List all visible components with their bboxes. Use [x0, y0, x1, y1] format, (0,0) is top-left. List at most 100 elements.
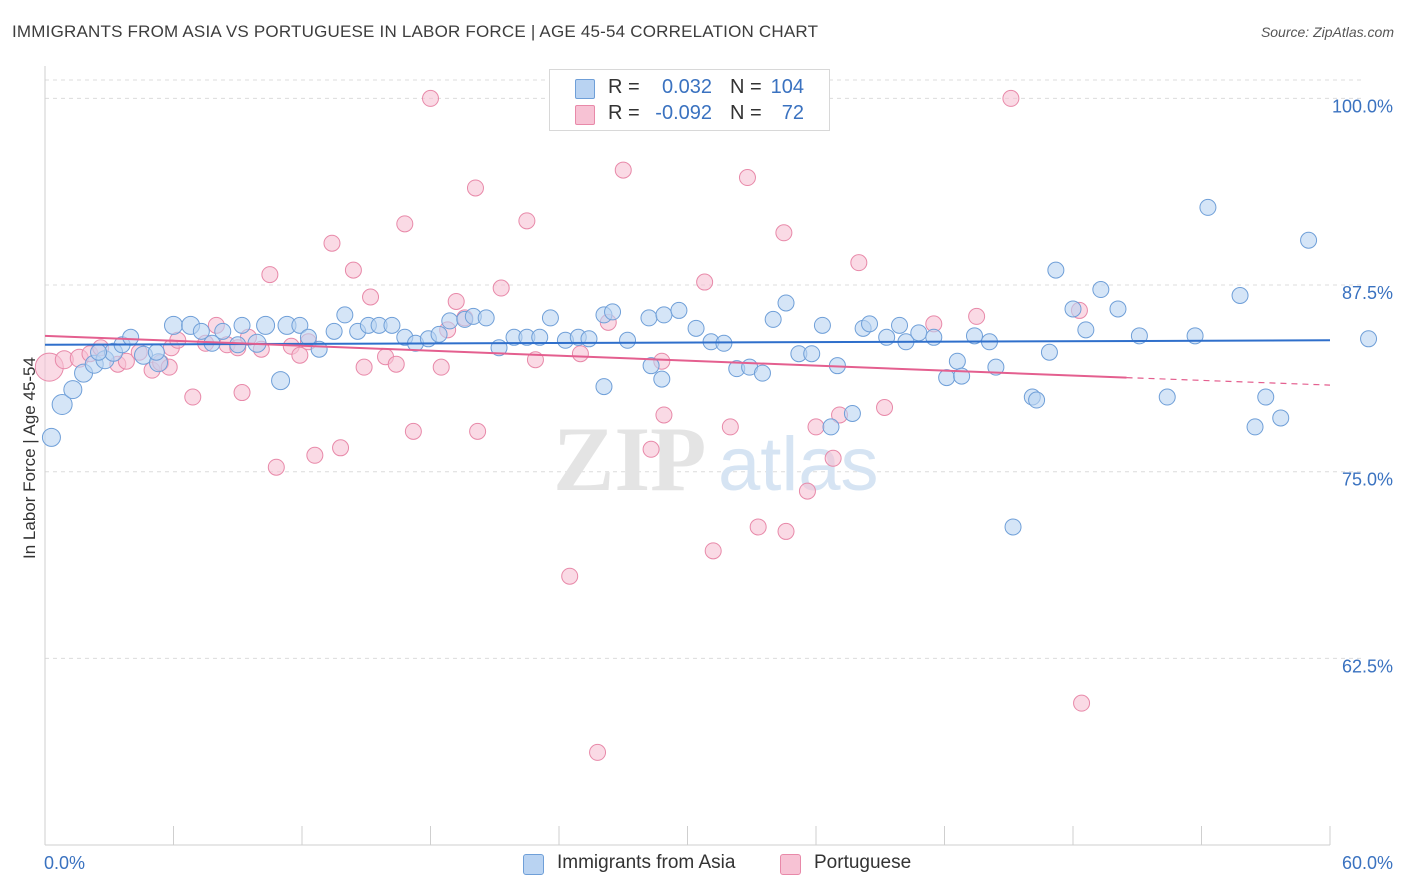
portuguese-point — [1073, 694, 1091, 712]
portuguese-point — [798, 482, 816, 500]
asia-point — [948, 352, 966, 370]
portuguese-point — [117, 352, 135, 370]
asia-point — [541, 309, 559, 327]
portuguese-point — [267, 458, 285, 476]
asia-point — [233, 316, 251, 334]
y-tick-label: 87.5% — [1342, 283, 1393, 303]
asia-point — [1130, 327, 1148, 345]
asia-point — [1158, 388, 1176, 406]
asia-point — [580, 330, 598, 348]
portuguese-point — [775, 224, 793, 242]
asia-point — [653, 370, 671, 388]
portuguese-point — [807, 418, 825, 436]
asia-point — [63, 380, 83, 400]
legend-swatch-asia — [523, 854, 544, 875]
portuguese-point — [291, 346, 309, 364]
asia-point — [122, 328, 140, 346]
axes — [44, 66, 1331, 846]
legend-r-label: R = — [608, 102, 640, 124]
legend-n-value: 104 — [770, 76, 804, 98]
asia-point — [1028, 391, 1046, 409]
asia-point — [41, 427, 61, 447]
asia-point — [764, 310, 782, 328]
portuguese-point — [561, 567, 579, 585]
asia-point — [822, 418, 840, 436]
portuguese-points — [34, 89, 1091, 761]
asia-point — [477, 309, 495, 327]
portuguese-point — [306, 446, 324, 464]
asia-point — [965, 327, 983, 345]
watermark-atlas: atlas — [718, 422, 879, 507]
y-tick-label: 75.0% — [1342, 470, 1393, 490]
asia-point — [655, 306, 673, 324]
asia-point — [604, 303, 622, 321]
asia-point — [147, 343, 165, 361]
asia-point — [861, 315, 879, 333]
asia-point — [51, 394, 73, 416]
asia-point — [164, 315, 183, 335]
asia-point — [1272, 409, 1290, 427]
portuguese-point — [704, 542, 722, 560]
trend-lines — [44, 334, 1331, 386]
legend-n-label: N = — [730, 102, 762, 124]
chart-title: IMMIGRANTS FROM ASIA VS PORTUGUESE IN LA… — [12, 22, 819, 41]
asia-point — [803, 345, 821, 363]
portuguese-point — [642, 440, 660, 458]
asia-point — [192, 322, 210, 340]
asia-point — [878, 328, 896, 346]
asia-point — [256, 315, 276, 335]
portuguese-trend-line — [44, 334, 1127, 379]
asia-point — [430, 325, 448, 343]
asia-point — [441, 312, 459, 330]
asia-point — [1004, 518, 1022, 536]
tick-labels: 62.5% 75.0% 87.5% 100.0% 0.0% 60.0% — [44, 96, 1393, 873]
asia-point — [1047, 261, 1065, 279]
stats-legend: R = 0.032 N = 104 R = -0.092 N = 72 — [549, 69, 830, 131]
portuguese-point — [323, 234, 341, 252]
asia-point — [1064, 300, 1082, 318]
portuguese-point — [422, 89, 439, 107]
asia-point — [336, 306, 354, 324]
asia-point — [1040, 343, 1058, 361]
asia-point — [938, 369, 956, 387]
portuguese-point — [387, 355, 405, 373]
portuguese-point — [968, 307, 986, 325]
asia-point — [1109, 300, 1127, 318]
asia-point — [1246, 418, 1264, 436]
x-tick-label: 0.0% — [44, 853, 85, 873]
asia-point — [987, 358, 1005, 376]
portuguese-point — [261, 266, 279, 284]
legend-swatch-portuguese — [780, 854, 801, 875]
legend-label-portuguese: Portuguese — [814, 852, 912, 873]
portuguese-point — [721, 418, 739, 436]
asia-point — [1360, 330, 1378, 348]
portuguese-point — [469, 422, 487, 440]
asia-point — [1231, 287, 1249, 305]
watermark: ZIP atlas — [553, 408, 879, 510]
asia-point — [687, 319, 705, 337]
legend-row-portuguese: R = -0.092 N = 72 — [550, 101, 829, 127]
asia-point — [753, 364, 771, 382]
asia-point — [619, 331, 637, 349]
asia-point — [813, 316, 831, 334]
asia-point — [214, 322, 232, 340]
portuguese-point — [1002, 89, 1020, 107]
asia-point — [310, 340, 328, 358]
y-tick-label: 62.5% — [1342, 656, 1393, 676]
source-label: Source: ZipAtlas.com — [1260, 24, 1394, 40]
portuguese-point — [749, 518, 767, 536]
asia-point — [595, 378, 613, 396]
portuguese-point — [777, 522, 795, 540]
y-axis-label: In Labor Force | Age 45-54 — [20, 357, 39, 559]
asia-points — [41, 198, 1378, 536]
asia-point — [1077, 321, 1095, 339]
portuguese-point — [404, 422, 422, 440]
portuguese-point — [738, 169, 756, 187]
legend-n-label: N = — [730, 76, 762, 98]
portuguese-point — [362, 288, 380, 306]
legend-r-value: -0.092 — [655, 102, 712, 124]
asia-point — [271, 371, 291, 391]
portuguese-point — [492, 279, 510, 297]
portuguese-point — [184, 388, 202, 406]
portuguese-point — [447, 292, 465, 310]
